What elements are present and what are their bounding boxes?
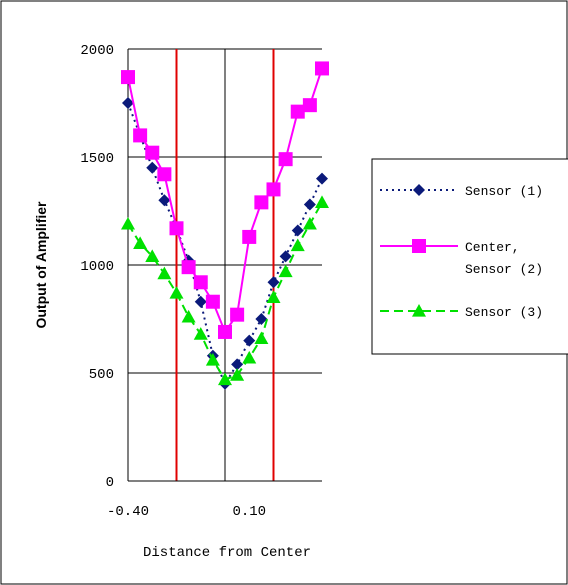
- data-point-diamond: [316, 172, 328, 185]
- data-point-triangle: [242, 350, 257, 364]
- data-point-diamond: [231, 358, 244, 371]
- x-axis-label: Distance from Center: [143, 545, 311, 561]
- series-triangle: [121, 195, 329, 386]
- data-point-square: [230, 307, 245, 322]
- legend-label: Sensor (1): [465, 184, 543, 199]
- data-point-diamond: [413, 184, 425, 196]
- data-point-diamond: [243, 334, 256, 347]
- y-tick-label: 1500: [80, 151, 114, 167]
- legend-label: Center,: [465, 240, 520, 255]
- reference-lines: [175, 49, 275, 481]
- data-point-square: [290, 104, 305, 119]
- data-point-diamond: [146, 161, 159, 174]
- series-layer: [121, 61, 329, 390]
- data-point-diamond: [303, 198, 316, 211]
- data-point-square: [242, 229, 257, 244]
- axis-labels: Output of Amplifier Distance from Center: [33, 201, 311, 561]
- data-point-diamond: [267, 276, 280, 289]
- data-point-triangle: [266, 290, 281, 303]
- data-point-triangle: [193, 327, 208, 340]
- data-point-square: [157, 167, 172, 182]
- data-point-square: [121, 70, 135, 85]
- legend-label: Sensor (3): [465, 305, 543, 320]
- data-point-triangle: [121, 216, 135, 230]
- data-point-square: [266, 182, 281, 197]
- data-point-diamond: [291, 224, 304, 237]
- data-point-triangle: [157, 266, 172, 280]
- legend-label: Sensor (2): [465, 262, 543, 277]
- y-tick-label: 500: [89, 367, 114, 383]
- data-point-square: [278, 152, 293, 167]
- data-point-triangle: [181, 309, 196, 323]
- x-tick-label: 0.10: [232, 504, 266, 520]
- y-axis-label: Output of Amplifier: [33, 201, 49, 329]
- data-point-square: [218, 324, 232, 339]
- data-point-triangle: [133, 236, 148, 249]
- y-tick-label: 1000: [80, 259, 114, 275]
- y-tick-label: 2000: [80, 43, 114, 59]
- axes: 0 500 1000 1500 2000 -0.40 0.10: [80, 43, 322, 520]
- legend-box: [371, 158, 568, 355]
- legend-item: Sensor (1): [380, 184, 543, 199]
- data-point-triangle: [290, 238, 305, 252]
- data-point-diamond: [194, 295, 207, 308]
- legend: Sensor (1) Center, Sensor (2) Sensor (3): [371, 158, 568, 355]
- data-point-diamond: [255, 313, 268, 325]
- data-point-square: [412, 239, 426, 253]
- y-tick-label: 0: [106, 475, 114, 491]
- data-point-triangle: [412, 304, 426, 317]
- data-point-triangle: [145, 249, 160, 262]
- grid-lines: [128, 48, 322, 481]
- data-point-triangle: [218, 372, 232, 386]
- data-point-triangle: [230, 368, 245, 381]
- legend-item: Sensor (3): [380, 304, 543, 320]
- x-tick-label: -0.40: [107, 504, 149, 520]
- data-point-square: [302, 98, 317, 113]
- data-point-triangle: [315, 195, 329, 208]
- data-point-square: [181, 260, 196, 275]
- data-point-square: [133, 128, 148, 143]
- data-point-square: [315, 61, 329, 76]
- data-point-square: [169, 221, 184, 236]
- data-point-triangle: [205, 353, 220, 366]
- data-point-diamond: [279, 250, 292, 263]
- data-point-diamond: [122, 97, 134, 109]
- data-point-diamond: [158, 194, 171, 207]
- data-point-square: [193, 275, 208, 290]
- data-point-square: [145, 145, 160, 160]
- legend-item: Center, Sensor (2): [380, 239, 543, 277]
- data-point-square: [254, 195, 269, 210]
- data-point-triangle: [302, 216, 317, 230]
- series-square: [121, 61, 329, 339]
- data-point-square: [205, 294, 220, 309]
- data-point-triangle: [278, 264, 293, 278]
- data-point-triangle: [169, 286, 184, 299]
- data-point-triangle: [254, 331, 269, 345]
